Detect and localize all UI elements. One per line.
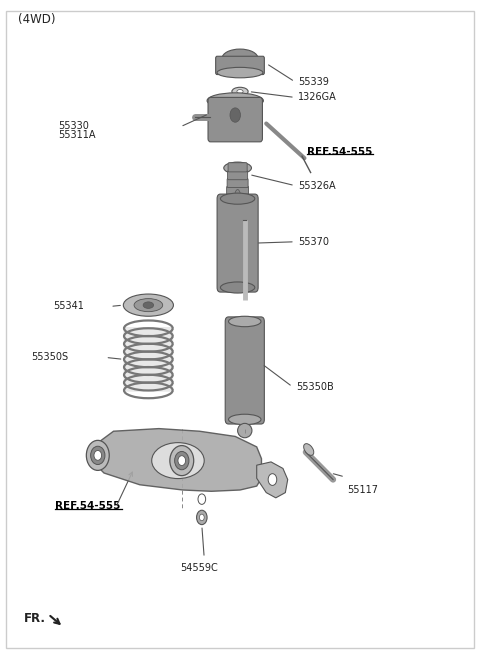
Text: 55330: 55330 bbox=[59, 121, 90, 131]
Ellipse shape bbox=[91, 446, 105, 464]
Polygon shape bbox=[90, 428, 262, 491]
Polygon shape bbox=[257, 462, 288, 498]
Ellipse shape bbox=[198, 494, 205, 504]
Ellipse shape bbox=[224, 162, 252, 174]
Text: 55341: 55341 bbox=[53, 302, 84, 312]
Ellipse shape bbox=[222, 49, 258, 68]
FancyBboxPatch shape bbox=[228, 163, 247, 172]
Ellipse shape bbox=[152, 443, 204, 479]
Ellipse shape bbox=[304, 443, 314, 455]
Text: REF.54-555: REF.54-555 bbox=[307, 147, 372, 157]
Text: 55350S: 55350S bbox=[31, 352, 68, 362]
Text: 55370: 55370 bbox=[298, 237, 329, 247]
Ellipse shape bbox=[143, 302, 154, 308]
Ellipse shape bbox=[220, 193, 255, 204]
Ellipse shape bbox=[197, 510, 207, 525]
FancyBboxPatch shape bbox=[227, 178, 248, 188]
Ellipse shape bbox=[170, 445, 194, 476]
Ellipse shape bbox=[237, 90, 243, 94]
Text: 55311A: 55311A bbox=[59, 130, 96, 140]
FancyBboxPatch shape bbox=[123, 327, 173, 392]
Text: 55339: 55339 bbox=[298, 77, 329, 87]
Ellipse shape bbox=[230, 108, 240, 122]
Ellipse shape bbox=[94, 451, 102, 461]
Ellipse shape bbox=[86, 440, 109, 470]
Ellipse shape bbox=[207, 93, 264, 108]
Ellipse shape bbox=[228, 414, 261, 424]
Ellipse shape bbox=[175, 451, 189, 470]
FancyBboxPatch shape bbox=[227, 186, 249, 195]
FancyBboxPatch shape bbox=[228, 171, 248, 180]
Text: 55326A: 55326A bbox=[298, 180, 336, 191]
Ellipse shape bbox=[220, 282, 255, 293]
Ellipse shape bbox=[123, 294, 173, 316]
Text: FR.: FR. bbox=[24, 612, 46, 625]
Ellipse shape bbox=[232, 87, 248, 96]
Text: REF.54-555: REF.54-555 bbox=[55, 501, 120, 510]
Ellipse shape bbox=[178, 456, 186, 466]
FancyBboxPatch shape bbox=[217, 194, 258, 292]
FancyBboxPatch shape bbox=[208, 97, 263, 142]
Text: 54559C: 54559C bbox=[180, 564, 218, 573]
Ellipse shape bbox=[268, 474, 277, 485]
Text: 55117: 55117 bbox=[348, 485, 378, 495]
Text: 1326GA: 1326GA bbox=[298, 92, 337, 102]
Text: (4WD): (4WD) bbox=[18, 13, 56, 26]
Ellipse shape bbox=[234, 190, 241, 209]
FancyBboxPatch shape bbox=[216, 56, 264, 75]
Ellipse shape bbox=[238, 423, 252, 438]
Ellipse shape bbox=[217, 68, 263, 78]
FancyBboxPatch shape bbox=[226, 194, 249, 203]
Ellipse shape bbox=[199, 514, 204, 521]
Ellipse shape bbox=[134, 298, 163, 312]
Text: 55350B: 55350B bbox=[296, 382, 334, 392]
FancyBboxPatch shape bbox=[225, 317, 264, 424]
Ellipse shape bbox=[228, 316, 261, 327]
